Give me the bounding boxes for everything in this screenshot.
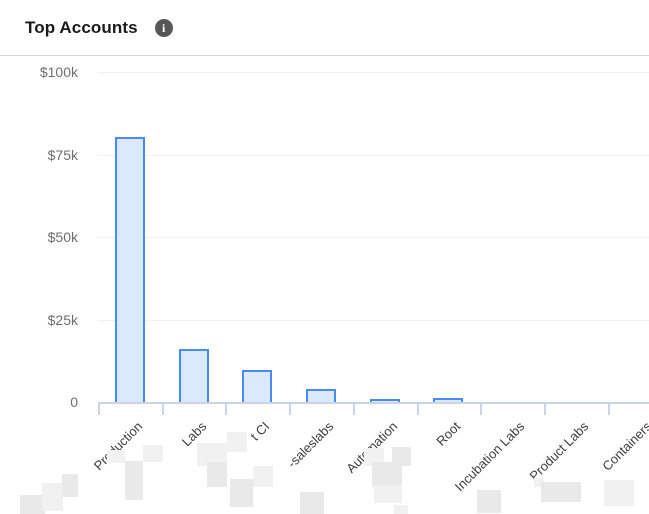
bar-t-ci[interactable] [242, 370, 272, 402]
redaction-block [20, 495, 45, 514]
redaction-block [125, 486, 143, 500]
axis-tick [162, 402, 164, 415]
bar-labs[interactable] [179, 349, 209, 402]
redaction-block [107, 450, 125, 463]
y-axis-tick-label: 0 [70, 394, 78, 410]
redaction-block [62, 474, 78, 497]
gridline [98, 319, 649, 321]
redaction-block [42, 483, 63, 511]
redaction-block [394, 505, 408, 514]
redaction-block [197, 443, 227, 466]
redaction-block [300, 492, 324, 514]
axis-tick [289, 402, 291, 415]
redaction-block [230, 479, 253, 507]
redaction-block [534, 478, 544, 487]
info-icon[interactable]: i [154, 18, 173, 37]
axis-baseline [98, 402, 649, 404]
axis-tick [480, 402, 482, 415]
axis-tick [608, 402, 610, 415]
axis-tick [544, 402, 546, 415]
widget-header: Top Accounts i [0, 0, 649, 56]
y-axis-tick-label: $50k [47, 229, 78, 245]
axis-tick [98, 402, 100, 415]
redaction-block [477, 490, 501, 513]
redaction-block [374, 485, 402, 503]
axis-tick [225, 402, 227, 415]
page-title: Top Accounts [25, 17, 138, 37]
y-axis-tick-label: $25k [47, 311, 78, 328]
redaction-block [227, 432, 247, 452]
redaction-block [372, 462, 402, 487]
bar-automation[interactable] [370, 399, 400, 402]
redaction-block [125, 461, 143, 486]
gridline [98, 237, 649, 238]
bar-root[interactable] [433, 398, 463, 402]
gridline [98, 72, 649, 73]
redaction-block [207, 462, 227, 487]
axis-tick [353, 402, 355, 415]
redaction-block [253, 466, 273, 487]
redaction-block [392, 447, 411, 466]
redaction-block [604, 480, 634, 506]
redaction-block [541, 482, 581, 502]
y-axis-tick-label: $75k [47, 146, 78, 163]
axis-tick [417, 402, 419, 415]
redaction-block [364, 448, 384, 466]
bar-production[interactable] [115, 137, 145, 402]
redaction-block [143, 445, 163, 462]
bar-saleslabs[interactable] [306, 389, 336, 402]
gridline [98, 154, 649, 156]
y-axis-tick-label: $100k [39, 64, 78, 80]
